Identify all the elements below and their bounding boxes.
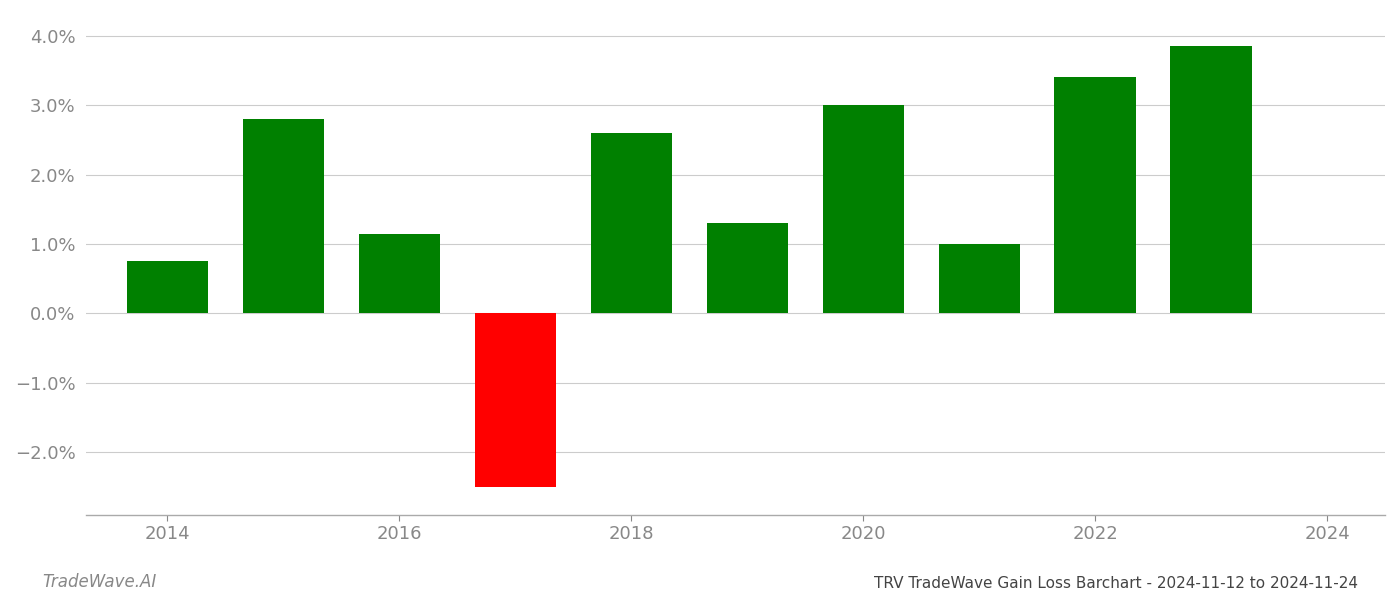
Bar xyxy=(591,133,672,313)
Bar xyxy=(938,244,1019,313)
Bar xyxy=(358,233,440,313)
Text: TradeWave.AI: TradeWave.AI xyxy=(42,573,157,591)
Bar xyxy=(242,119,323,313)
Text: TRV TradeWave Gain Loss Barchart - 2024-11-12 to 2024-11-24: TRV TradeWave Gain Loss Barchart - 2024-… xyxy=(874,576,1358,591)
Bar xyxy=(127,262,209,313)
Bar xyxy=(475,313,556,487)
Bar xyxy=(1170,46,1252,313)
Bar xyxy=(707,223,788,313)
Bar xyxy=(823,105,904,313)
Bar xyxy=(1054,77,1135,313)
